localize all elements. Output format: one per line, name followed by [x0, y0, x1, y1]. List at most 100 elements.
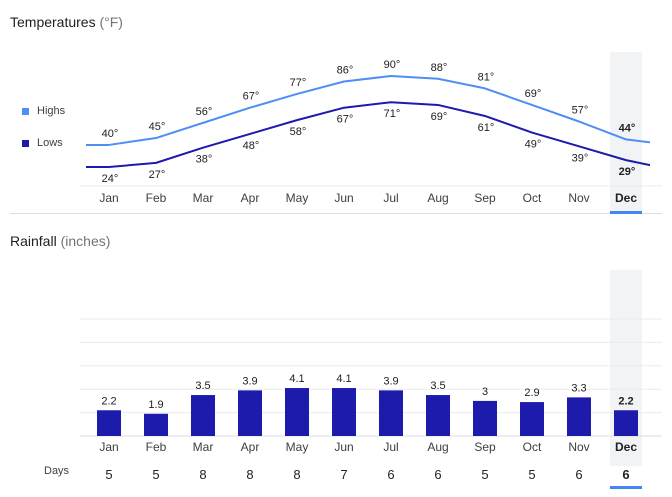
lows-label-dec: 29°: [619, 166, 636, 178]
highs-line: [86, 75, 651, 146]
rain-days-jan: 5: [105, 467, 112, 482]
lows-label-jan: 24°: [102, 173, 119, 185]
highs-label-may: 77°: [290, 77, 307, 89]
temperature-month-jun[interactable]: Jun: [334, 191, 353, 205]
legend-highs-label: Highs: [37, 105, 66, 117]
selected-indicator-temperature: [610, 211, 642, 214]
rain-days-feb: 5: [152, 467, 159, 482]
temperature-unit: (°F): [99, 14, 123, 30]
highs-label-jan: 40°: [102, 128, 119, 140]
lows-label-feb: 27°: [149, 169, 166, 181]
lows-label-may: 58°: [290, 126, 307, 138]
lows-label-apr: 48°: [243, 140, 260, 152]
lows-label-jun: 67°: [337, 114, 354, 126]
lows-label-aug: 69°: [431, 111, 448, 123]
rain-value-may: 4.1: [289, 373, 304, 385]
lows-label-oct: 49°: [525, 139, 542, 151]
rain-bar-may[interactable]: [285, 388, 309, 436]
rain-value-nov: 3.3: [571, 382, 586, 394]
highs-label-jun: 86°: [337, 65, 354, 77]
rain-bar-nov[interactable]: [567, 397, 591, 436]
rain-bar-aug[interactable]: [426, 395, 450, 436]
rain-bar-jul[interactable]: [379, 390, 403, 436]
rain-bar-sep[interactable]: [473, 400, 497, 436]
legend-lows: Lows: [22, 137, 63, 149]
highs-label-apr: 67°: [243, 91, 260, 103]
rain-days-dec: 6: [622, 467, 629, 482]
rain-value-aug: 3.5: [430, 380, 445, 392]
rainfall-month-may[interactable]: May: [286, 440, 309, 454]
days-label: Days: [44, 465, 70, 477]
rainfall-month-oct[interactable]: Oct: [523, 440, 542, 454]
rain-days-aug: 6: [434, 467, 441, 482]
highs-label-sep: 81°: [478, 71, 495, 83]
rain-value-apr: 3.9: [242, 375, 257, 387]
rainfall-title-text: Rainfall: [10, 233, 57, 249]
temperature-month-feb[interactable]: Feb: [146, 191, 167, 205]
rain-days-apr: 8: [246, 467, 253, 482]
rain-days-jun: 7: [340, 467, 347, 482]
rain-days-sep: 5: [481, 467, 488, 482]
highs-label-nov: 57°: [572, 105, 589, 117]
rainfall-unit: (inches): [60, 233, 111, 249]
highs-label-jul: 90°: [384, 59, 401, 71]
highs-label-oct: 69°: [525, 88, 542, 100]
rain-days-nov: 6: [575, 467, 582, 482]
rain-bar-dec[interactable]: [614, 410, 638, 436]
rain-days-jul: 6: [387, 467, 394, 482]
rain-days-oct: 5: [528, 467, 535, 482]
lows-swatch: [22, 139, 29, 147]
rainfall-month-apr[interactable]: Apr: [241, 440, 260, 454]
rain-value-sep: 3: [482, 386, 488, 398]
lows-line: [86, 101, 651, 168]
rainfall-month-mar[interactable]: Mar: [193, 440, 214, 454]
temperature-title-text: Temperatures: [10, 14, 96, 30]
temperature-month-oct[interactable]: Oct: [523, 191, 542, 205]
rainfall-month-jun[interactable]: Jun: [334, 440, 353, 454]
rain-bar-apr[interactable]: [238, 390, 262, 436]
temperature-month-aug[interactable]: Aug: [427, 191, 448, 205]
rainfall-month-aug[interactable]: Aug: [427, 440, 448, 454]
temperature-month-apr[interactable]: Apr: [241, 191, 260, 205]
lows-label-nov: 39°: [572, 152, 589, 164]
highs-label-dec: 44°: [619, 122, 636, 134]
rain-days-mar: 8: [199, 467, 206, 482]
temperature-title: Temperatures (°F): [10, 14, 123, 30]
rain-value-jul: 3.9: [383, 375, 398, 387]
temperature-month-dec[interactable]: Dec: [615, 191, 637, 205]
rain-bar-oct[interactable]: [520, 402, 544, 436]
lows-label-sep: 61°: [478, 122, 495, 134]
lows-label-mar: 38°: [196, 154, 213, 166]
rainfall-month-jan[interactable]: Jan: [99, 440, 118, 454]
rainfall-month-dec[interactable]: Dec: [615, 440, 637, 454]
rainfall-month-nov[interactable]: Nov: [568, 440, 589, 454]
rainfall-month-jul[interactable]: Jul: [383, 440, 398, 454]
lows-label-jul: 71°: [384, 108, 401, 120]
rain-value-dec: 2.2: [618, 395, 633, 407]
rainfall-month-sep[interactable]: Sep: [474, 440, 496, 454]
temperature-month-may[interactable]: May: [286, 191, 309, 205]
temperature-month-nov[interactable]: Nov: [568, 191, 589, 205]
selected-column-rainfall: [610, 270, 642, 466]
legend-lows-label: Lows: [37, 137, 63, 149]
highs-label-mar: 56°: [196, 106, 213, 118]
rainfall-month-feb[interactable]: Feb: [146, 440, 167, 454]
rain-bar-jan[interactable]: [97, 410, 121, 436]
temperature-month-jan[interactable]: Jan: [99, 191, 118, 205]
rain-bar-feb[interactable]: [144, 413, 168, 436]
rain-bar-jun[interactable]: [332, 388, 356, 436]
selected-column-temperature: [610, 52, 642, 212]
rain-value-mar: 3.5: [195, 380, 210, 392]
legend-highs: Highs: [22, 105, 65, 117]
highs-swatch: [22, 107, 29, 115]
rain-bar-mar[interactable]: [191, 395, 215, 436]
rain-value-jan: 2.2: [101, 395, 116, 407]
temperature-month-sep[interactable]: Sep: [474, 191, 496, 205]
rain-value-jun: 4.1: [336, 373, 351, 385]
highs-label-aug: 88°: [431, 62, 448, 74]
temperature-month-mar[interactable]: Mar: [193, 191, 214, 205]
selected-indicator-rainfall: [610, 486, 642, 489]
temperature-month-jul[interactable]: Jul: [383, 191, 398, 205]
rain-value-oct: 2.9: [524, 387, 539, 399]
